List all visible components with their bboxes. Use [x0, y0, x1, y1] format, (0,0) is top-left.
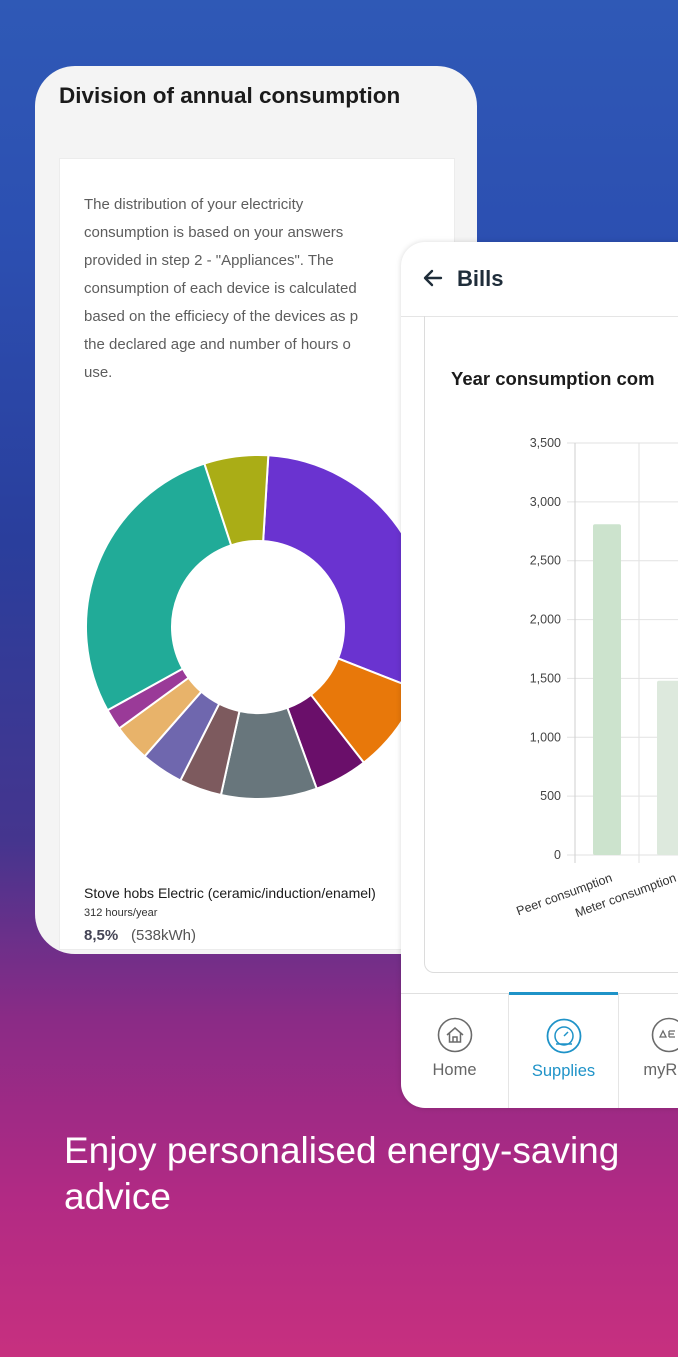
description-line: consumption of each device is calculated	[84, 280, 357, 297]
app-header: Bills	[401, 242, 678, 317]
legend-device-name: Stove hobs Electric (ceramic/induction/e…	[84, 885, 376, 901]
donut-segment	[203, 455, 270, 547]
legend-hours: 312 hours/year	[84, 907, 158, 919]
legend-kwh: (538kWh)	[131, 927, 197, 944]
tab-home-label: Home	[432, 1061, 477, 1079]
donut-segment	[86, 462, 233, 712]
y-tick-label: 0	[554, 848, 561, 862]
description-line: the declared age and number of hours o	[84, 336, 351, 353]
tab-home[interactable]: Home	[401, 994, 508, 1108]
description-line: consumption is based on your answers	[84, 224, 344, 241]
donut-chart[interactable]	[86, 455, 446, 815]
chart-panel: Year consumption com 0 500 1,000 1,500 2,000…	[424, 316, 678, 973]
description-line: use.	[84, 364, 113, 381]
promo-tagline: Enjoy personalised energy-saving advice	[64, 1130, 620, 1217]
chart-title: Year consumption com	[451, 368, 655, 389]
y-tick-label: 3,000	[530, 495, 561, 509]
legend-percent: 8,5%	[84, 927, 119, 944]
bar	[657, 680, 678, 855]
back-arrow-icon[interactable]	[421, 266, 445, 290]
y-tick-label: 1,000	[530, 730, 561, 744]
bottom-tab-bar: Home Supplies myRev	[401, 992, 678, 1108]
y-tick-label: 1,500	[530, 671, 561, 685]
description-line: based on the efficiecy of the devices as…	[84, 308, 359, 325]
description-line: provided in step 2 - "Appliances". The	[84, 252, 334, 269]
description-line: The distribution of your electricity	[84, 196, 304, 213]
card-title: Division of annual consumption	[59, 83, 401, 108]
page-title: Bills	[457, 266, 504, 291]
tab-myrev[interactable]: myRev	[619, 994, 678, 1108]
y-tick-label: 2,500	[530, 554, 561, 568]
tab-divider	[618, 994, 619, 1108]
delta-icon	[651, 1017, 678, 1053]
card-content: The distribution of your electricity con…	[59, 158, 455, 950]
description: The distribution of your electricity con…	[84, 191, 434, 387]
y-tick-label: 2,000	[530, 613, 561, 627]
bills-screen: Bills Year consumption com 0 500 1,000 1,50…	[401, 242, 678, 1108]
gauge-icon	[546, 1018, 581, 1054]
tab-supplies-label: Supplies	[531, 1062, 596, 1080]
tab-supplies[interactable]: Supplies	[509, 992, 618, 1108]
y-tick-label: 500	[540, 789, 561, 803]
tab-myrev-label: myRev	[643, 1061, 678, 1079]
bar	[593, 524, 621, 855]
y-tick-label: 3,500	[530, 436, 561, 450]
tab-divider	[508, 994, 509, 1108]
home-icon	[437, 1017, 472, 1053]
